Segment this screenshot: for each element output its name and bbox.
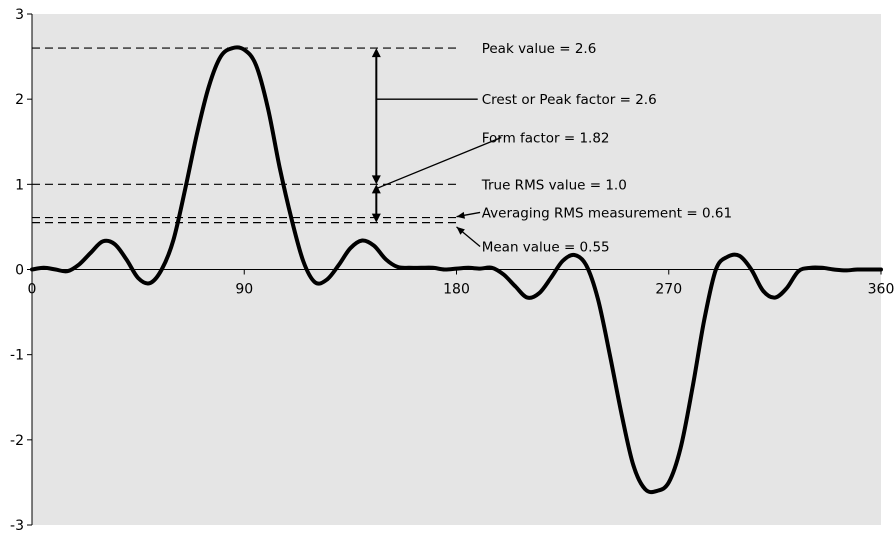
y-tick-label: 2: [15, 92, 24, 108]
annotation-label: True RMS value = 1.0: [481, 177, 627, 193]
y-tick-label: 1: [15, 177, 24, 193]
waveform-line: [30, 45, 883, 495]
arrow-head: [371, 175, 381, 185]
measurement-arrows: [371, 48, 381, 223]
annotation-label: Peak value = 2.6: [482, 41, 597, 57]
double-arrow: [371, 184, 381, 223]
arrow-head: [371, 184, 381, 194]
x-tick-label: 270: [655, 282, 682, 298]
double-arrow: [371, 48, 381, 185]
annotation-label: Mean value = 0.55: [482, 240, 610, 256]
y-tick-label: 3: [15, 7, 24, 23]
annotation-arrow-head: [456, 211, 465, 219]
arrow-head: [371, 48, 381, 58]
annotation-arrow-head: [456, 226, 465, 235]
y-tick-label: 0: [15, 263, 24, 279]
annotations: Peak value = 2.6 Crest or Peak factor = 2…: [376, 41, 732, 256]
annotation-pointer: [376, 136, 502, 190]
annotation-label: Crest or Peak factor = 2.6: [482, 92, 657, 108]
x-tick-label: 360: [868, 282, 894, 298]
y-tick-label: -3: [10, 518, 24, 534]
annotation-label: Form factor = 1.82: [482, 130, 610, 146]
x-tick-label: 90: [235, 282, 253, 298]
reference-lines: [32, 47, 457, 224]
arrow-head: [371, 213, 381, 223]
y-tick-label: -1: [10, 348, 24, 364]
annotation-label: Averaging RMS measurement = 0.61: [482, 205, 732, 221]
x-tick-label: 0: [28, 282, 37, 298]
y-tick-label: -2: [10, 433, 24, 449]
x-tick-label: 180: [443, 282, 470, 298]
